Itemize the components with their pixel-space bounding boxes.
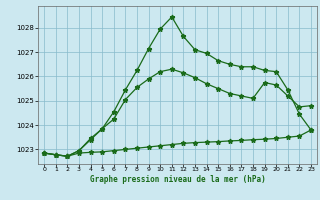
X-axis label: Graphe pression niveau de la mer (hPa): Graphe pression niveau de la mer (hPa) <box>90 175 266 184</box>
